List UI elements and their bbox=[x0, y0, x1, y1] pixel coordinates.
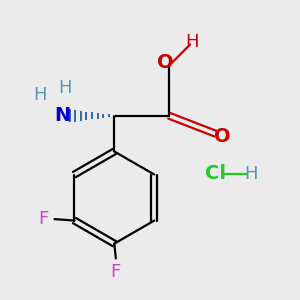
Text: F: F bbox=[111, 263, 121, 281]
Text: Cl: Cl bbox=[205, 164, 226, 183]
Text: H: H bbox=[33, 86, 47, 104]
Text: O: O bbox=[214, 127, 230, 146]
Text: F: F bbox=[38, 210, 48, 228]
Text: H: H bbox=[58, 79, 72, 97]
Text: H: H bbox=[244, 165, 258, 183]
Text: N: N bbox=[54, 106, 70, 125]
Text: H: H bbox=[185, 32, 198, 50]
Text: O: O bbox=[157, 53, 173, 72]
